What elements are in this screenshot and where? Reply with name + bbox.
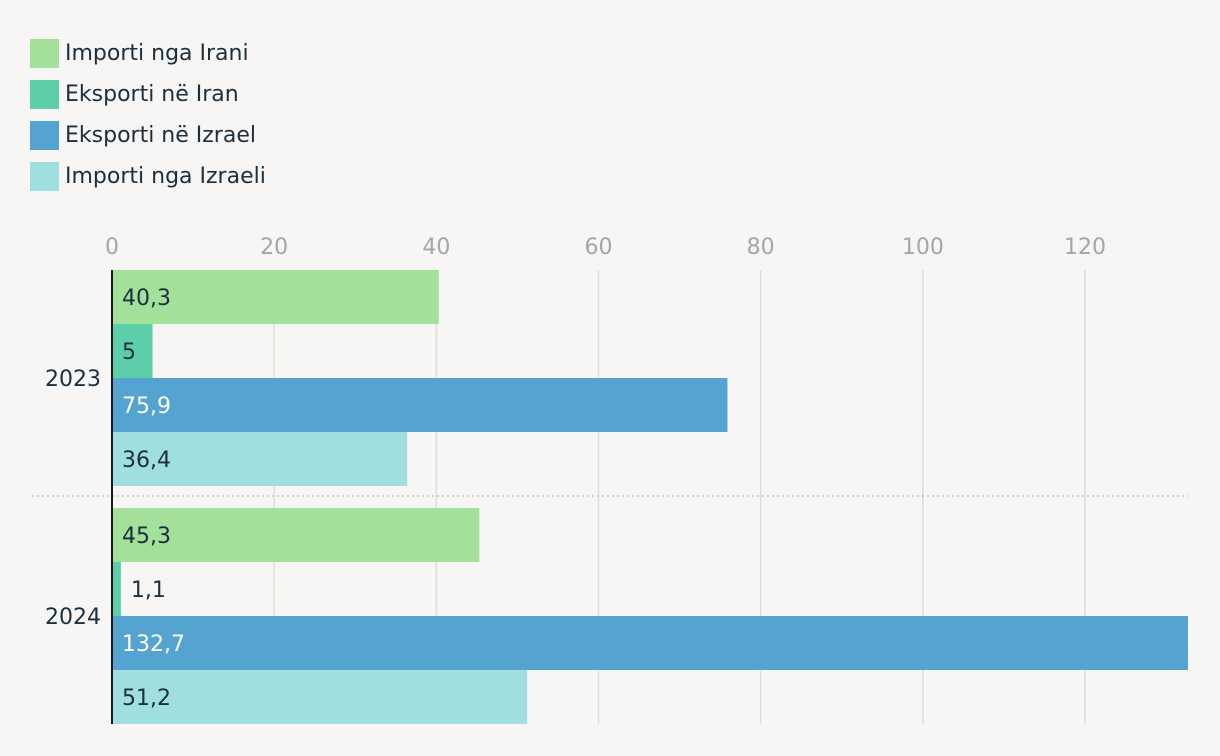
legend-swatch [30,38,59,68]
legend-label: Eksporti në Izrael [65,122,256,148]
bar [112,616,1188,670]
bar [112,378,728,432]
x-tick-label: 120 [1064,235,1106,260]
legend-item-importi-nga-irani: Importi nga Irani [30,30,266,76]
x-tick-label: 0 [105,235,119,260]
x-tick-label: 100 [902,235,944,260]
legend-item-eksporti-ne-izrael: Eksporti në Izrael [30,112,266,158]
bar-value-label: 75,9 [122,394,171,419]
bar-value-label: 36,4 [122,448,171,473]
bar-value-label: 40,3 [122,286,171,311]
legend-label: Importi nga Irani [65,40,249,66]
x-tick-label: 80 [747,235,775,260]
bar [112,270,439,324]
x-tick-label: 60 [585,235,613,260]
legend-item-eksporti-ne-iran: Eksporti në Iran [30,71,266,117]
y-category-label: 2023 [45,367,101,392]
legend-swatch [30,120,59,150]
x-tick-label: 40 [422,235,450,260]
bar [112,324,153,378]
bar-value-label: 45,3 [122,524,171,549]
bar [112,508,480,562]
legend-item-importi-nga-izraeli: Importi nga Izraeli [30,153,266,199]
bar [112,670,528,724]
bar [112,562,121,616]
bar-value-label: 1,1 [131,578,166,603]
y-category-label: 2024 [45,605,101,630]
bar [112,432,408,486]
bar-value-label: 132,7 [122,632,185,657]
legend: Importi nga Irani Eksporti në Iran Ekspo… [30,30,266,199]
legend-swatch [30,79,59,109]
bar-value-label: 51,2 [122,686,171,711]
legend-label: Eksporti në Iran [65,81,239,107]
legend-swatch [30,161,59,191]
legend-label: Importi nga Izraeli [65,163,266,189]
x-tick-label: 20 [260,235,288,260]
bar-value-label: 5 [122,340,136,365]
